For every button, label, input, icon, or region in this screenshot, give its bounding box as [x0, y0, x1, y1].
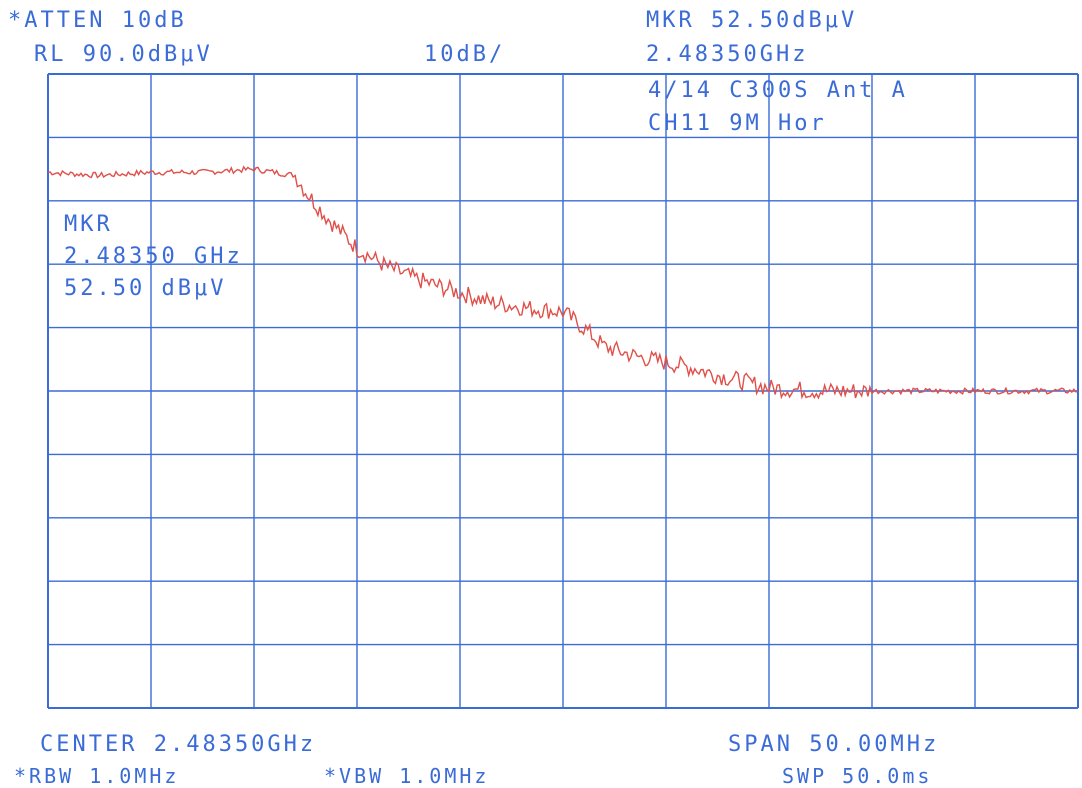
attenuation-readout: *ATTEN 10dB: [8, 8, 187, 33]
marker-frequency-readout: 2.48350GHz: [646, 42, 809, 67]
annotation-line-1: 4/14 C300S Ant A: [648, 78, 908, 103]
sweep-time-readout: SWP 50.0ms: [782, 764, 933, 788]
vbw-readout: *VBW 1.0MHz: [324, 764, 490, 788]
trace-group: [47, 165, 1079, 400]
span-readout: SPAN 50.00MHz: [728, 732, 940, 757]
center-frequency-readout: CENTER 2.48350GHz: [40, 732, 317, 757]
marker-amplitude-readout: MKR 52.50dBμV: [646, 8, 858, 33]
marker-box-label: MKR: [64, 212, 113, 237]
rbw-readout: *RBW 1.0MHz: [14, 764, 180, 788]
reference-level-readout: RL 90.0dBμV: [34, 42, 213, 67]
graticule: [47, 73, 1079, 709]
scale-readout: 10dB/: [424, 42, 506, 67]
marker-box-frequency: 2.48350 GHz: [64, 244, 243, 269]
spectrum-trace: [47, 165, 1079, 400]
annotation-line-2: CH11 9M Hor: [648, 111, 827, 136]
marker-box-amplitude: 52.50 dBμV: [64, 276, 227, 301]
